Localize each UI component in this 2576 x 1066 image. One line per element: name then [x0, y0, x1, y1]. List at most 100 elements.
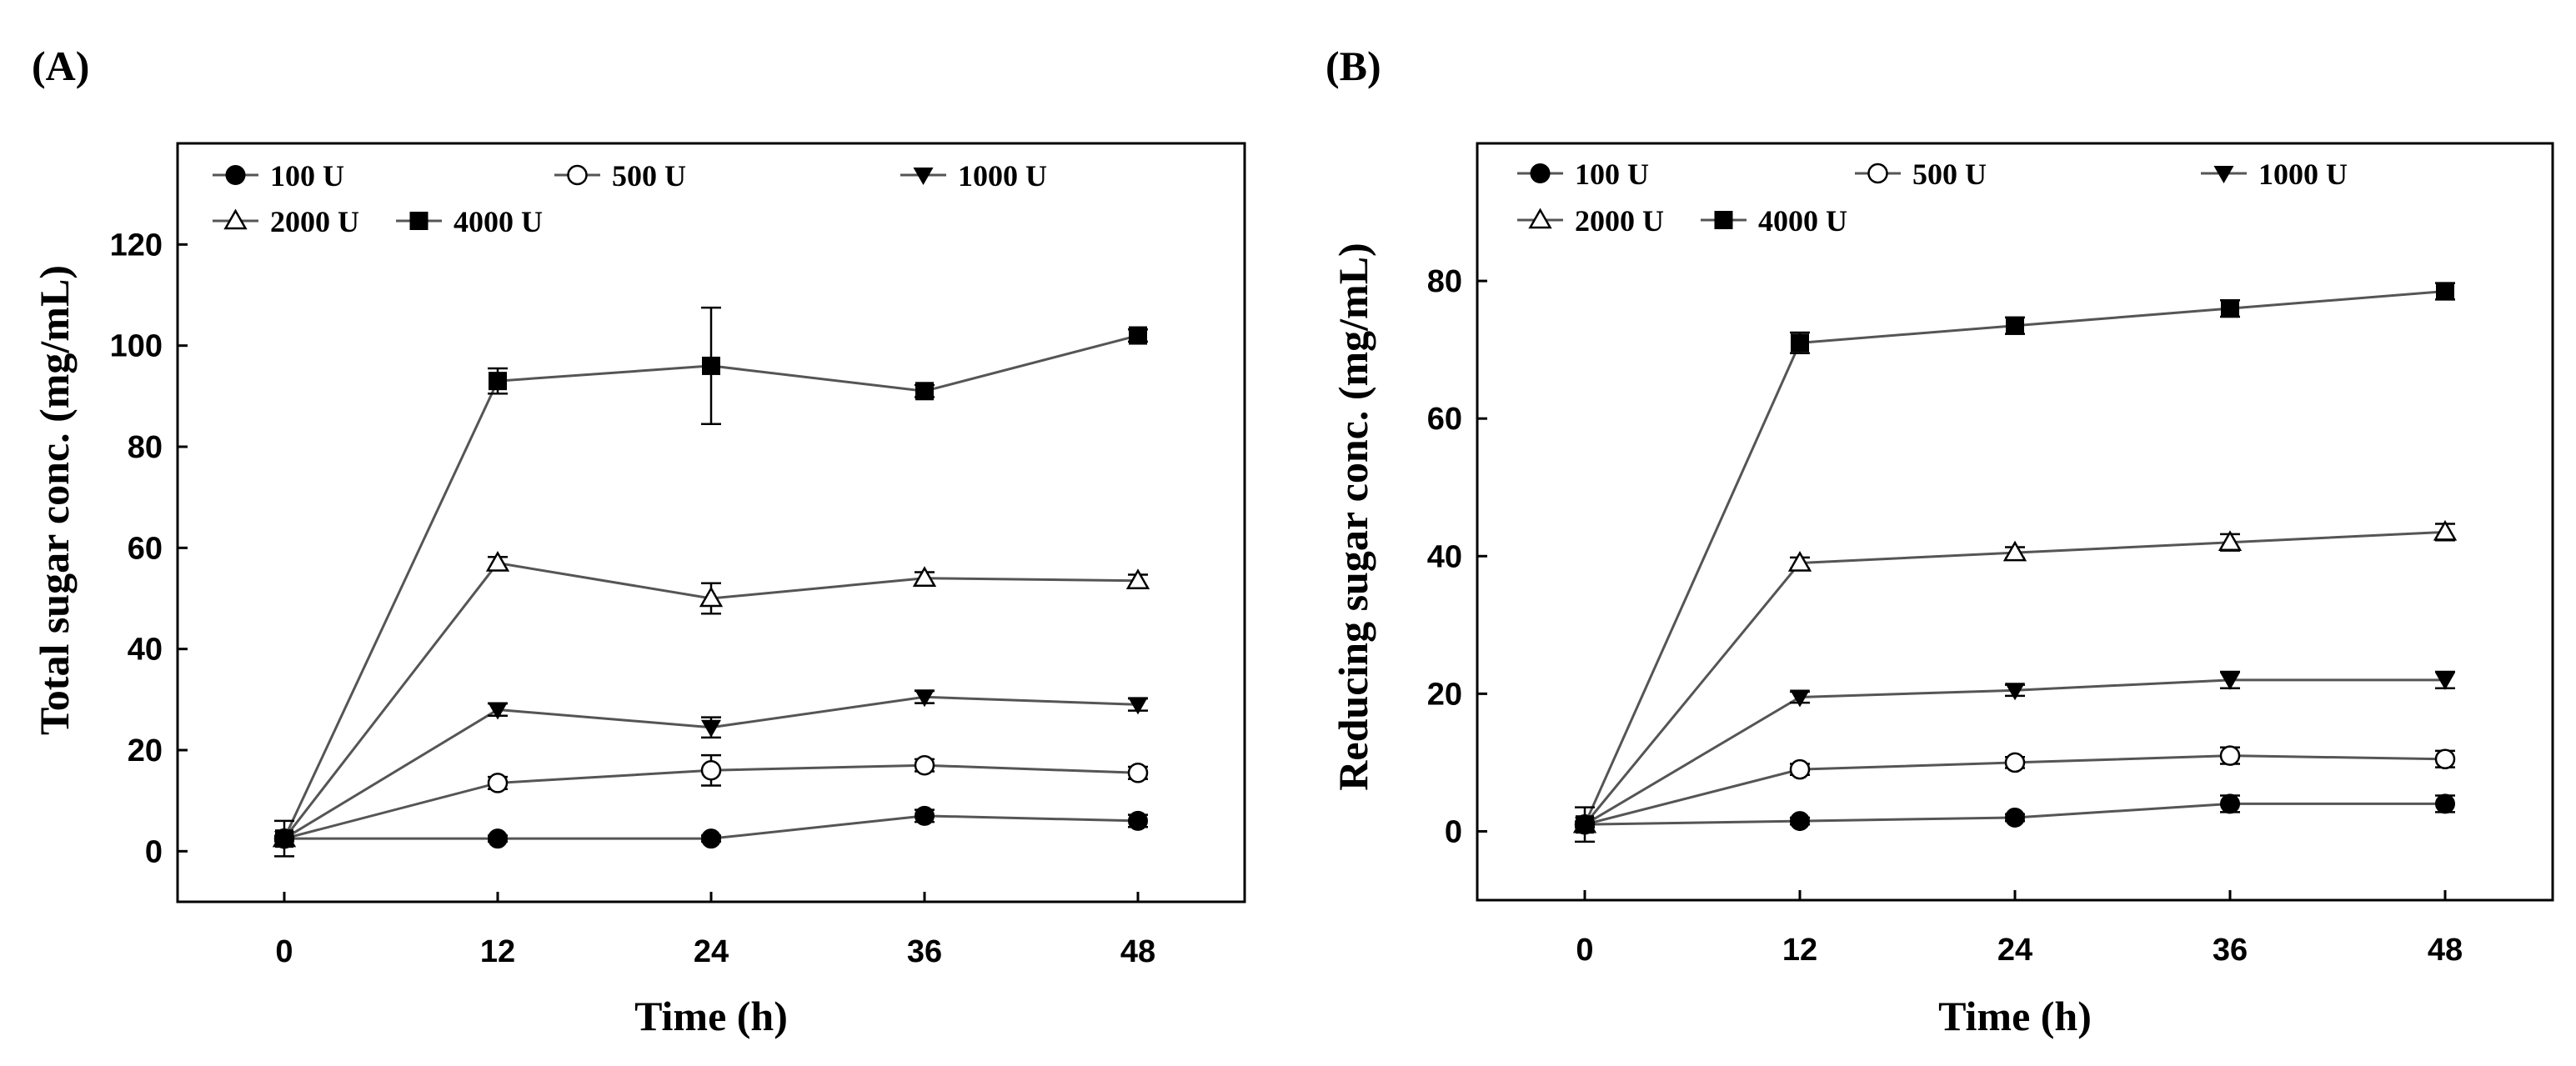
panel-b-y-ticks: 0 20 40 60 80 — [1427, 264, 1487, 849]
y-tick-label: 20 — [128, 733, 163, 768]
data-point — [275, 829, 293, 848]
data-point — [1787, 551, 1812, 572]
panel-a-series — [272, 306, 1150, 858]
data-point — [1129, 326, 1147, 345]
data-point — [1790, 811, 1810, 832]
data-point — [2219, 745, 2241, 766]
y-tick-label: 20 — [1427, 677, 1462, 712]
data-point — [701, 828, 721, 849]
x-tick-label: 36 — [907, 934, 942, 969]
legend-label: 1000 U — [2258, 158, 2348, 191]
panel-b-series — [1572, 282, 2458, 843]
data-point — [912, 566, 937, 587]
data-point — [488, 702, 508, 720]
data-point — [1128, 697, 1148, 715]
x-tick-label: 24 — [1997, 933, 2032, 968]
data-point — [699, 586, 724, 608]
series-line — [1583, 530, 2446, 826]
legend-label: 1000 U — [958, 159, 1047, 193]
panel-a-y-axis-title: Total sugar conc. (mg/mL) — [31, 265, 78, 735]
data-point — [489, 372, 507, 391]
series-1000-u — [274, 689, 1148, 849]
data-point — [915, 382, 934, 401]
y-tick-label: 80 — [1427, 264, 1462, 299]
legend-marker — [567, 164, 588, 186]
data-point — [1791, 333, 1809, 353]
data-point — [487, 773, 509, 793]
y-tick-label: 80 — [128, 430, 163, 465]
legend-marker — [225, 165, 246, 185]
legend-marker — [409, 212, 428, 230]
legend-item: 500 U — [554, 159, 686, 193]
data-point — [1127, 763, 1149, 783]
legend-item: 4000 U — [1701, 204, 1847, 238]
legend-label: 500 U — [612, 159, 686, 193]
data-point — [2435, 672, 2455, 690]
legend-item: 500 U — [1855, 158, 1987, 191]
data-point — [2220, 793, 2240, 814]
legend-marker — [1530, 163, 1551, 183]
y-tick-label: 0 — [145, 834, 163, 869]
legend-label: 100 U — [270, 159, 344, 193]
data-point — [915, 805, 935, 826]
series-100-u — [1575, 793, 2455, 835]
data-point — [1125, 568, 1150, 590]
panel-b-y-axis-title: Reducing sugar conc. (mg/mL) — [1330, 243, 1376, 790]
legend-marker — [913, 168, 934, 185]
panel-a-label: (A) — [32, 43, 89, 89]
data-point — [2434, 748, 2456, 770]
legend-item: 1000 U — [2201, 158, 2348, 191]
x-tick-label: 0 — [275, 934, 293, 969]
data-point — [700, 760, 722, 781]
data-point — [1790, 689, 1810, 708]
legend-marker — [2213, 166, 2234, 183]
panel-b-legend: 100 U 500 U 1000 U 2000 U 4000 U — [1517, 158, 2348, 238]
legend-label: 100 U — [1575, 158, 1649, 191]
data-point — [488, 828, 508, 849]
panel-a-legend: 100 U 500 U 1000 U 2000 U 4000 U — [213, 159, 1047, 238]
data-point — [1789, 758, 1811, 780]
data-point — [915, 689, 935, 708]
y-tick-label: 60 — [1427, 402, 1462, 437]
data-point — [2005, 683, 2025, 701]
series-2000-u — [1572, 519, 2458, 833]
legend-item: 2000 U — [1517, 204, 1664, 238]
panel-a-y-ticks: 0 20 40 60 80 100 120 — [110, 228, 188, 869]
legend-marker — [1714, 211, 1733, 229]
legend-label: 2000 U — [1575, 204, 1664, 238]
legend-item: 1000 U — [900, 159, 1047, 193]
panel-b: (B) 0 20 40 60 80 0 12 24 36 48 100 U 500 U 1000 U… — [1326, 43, 2554, 1039]
panel-b-x-axis-title: Time (h) — [1938, 993, 2092, 1039]
legend-label: 2000 U — [270, 205, 359, 238]
x-tick-label: 12 — [1782, 933, 1817, 968]
data-point — [1576, 815, 1594, 834]
legend-item: 4000 U — [396, 205, 543, 238]
panel-a-x-ticks: 0 12 24 36 48 — [275, 892, 1155, 969]
legend-label: 4000 U — [454, 205, 543, 238]
y-tick-label: 120 — [110, 228, 163, 263]
data-point — [2433, 519, 2458, 541]
data-point — [2006, 316, 2024, 335]
x-tick-label: 12 — [480, 934, 515, 969]
data-point — [2436, 282, 2454, 301]
y-tick-label: 40 — [1427, 539, 1462, 574]
x-tick-label: 48 — [2428, 933, 2463, 968]
panel-a: (A) 0 20 40 60 80 100 120 0 12 24 36 48 100 U 500 U… — [31, 43, 1246, 1039]
data-point — [2435, 793, 2455, 814]
data-point — [2220, 672, 2240, 690]
series-4000-u — [274, 306, 1148, 858]
data-point — [1128, 810, 1148, 831]
legend-item: 2000 U — [213, 205, 359, 238]
panel-b-label: (B) — [1326, 43, 1381, 89]
y-tick-label: 60 — [128, 531, 163, 566]
panel-a-x-axis-title: Time (h) — [634, 993, 788, 1039]
legend-marker — [223, 208, 248, 230]
data-point — [2002, 540, 2027, 562]
x-tick-label: 36 — [2213, 933, 2248, 968]
series-4000-u — [1575, 282, 2455, 843]
panel-a-plot-area — [176, 142, 1246, 903]
legend-label: 4000 U — [1758, 204, 1847, 238]
legend-marker — [1867, 163, 1888, 184]
data-point — [2221, 299, 2239, 318]
